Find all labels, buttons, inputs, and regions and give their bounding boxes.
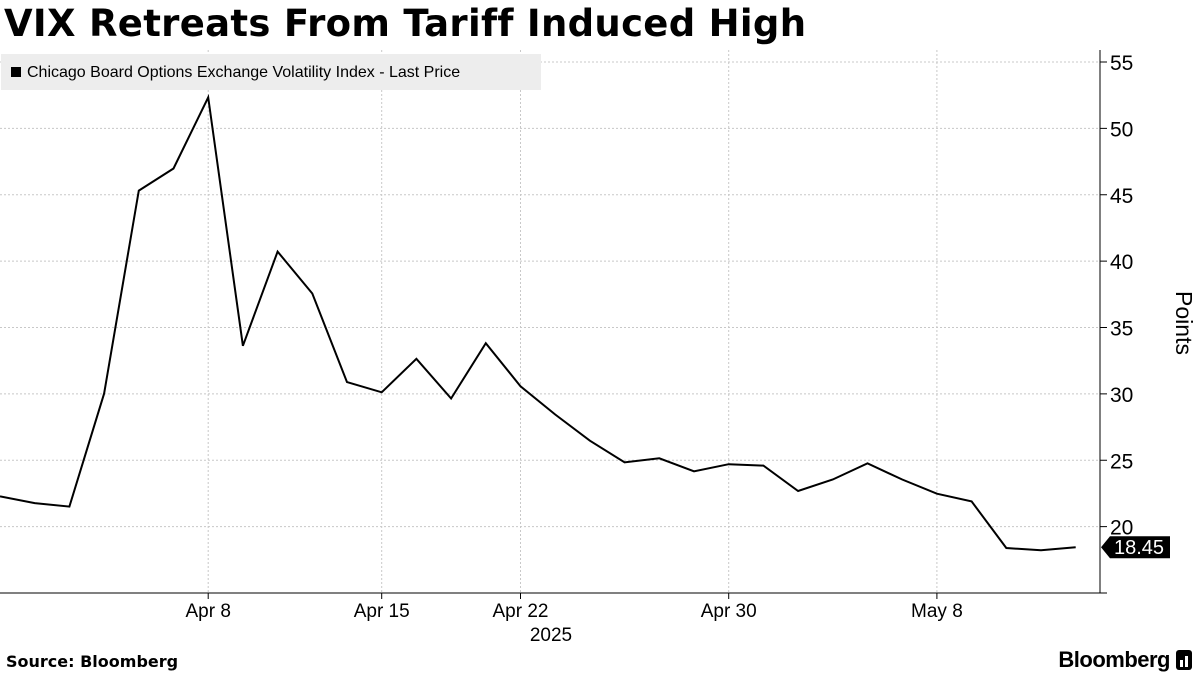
x-tick-label: May 8 <box>911 601 963 622</box>
y-tick-label: 50 <box>1110 118 1133 141</box>
y-tick-label: 35 <box>1110 318 1133 341</box>
grid-lines <box>0 50 1100 593</box>
series <box>0 94 1076 552</box>
bloomberg-logo: Bloomberg <box>1058 647 1192 673</box>
source-note: Source: Bloomberg <box>6 652 179 671</box>
y-tick-label: 25 <box>1110 450 1133 473</box>
chart-title: VIX Retreats From Tariff Induced High <box>4 2 807 45</box>
y-tick-label: 45 <box>1110 185 1133 208</box>
brand-text: Bloomberg <box>1058 647 1170 672</box>
y-tick-label: 30 <box>1110 384 1133 407</box>
y-axis-label: Points <box>1171 291 1197 355</box>
legend-background <box>1 54 541 90</box>
y-tick-label: 40 <box>1110 251 1133 274</box>
x-axis-year-label: 2025 <box>530 625 572 646</box>
x-tick-label: Apr 22 <box>493 601 549 622</box>
x-tick-label: Apr 30 <box>701 601 757 622</box>
legend: Chicago Board Options Exchange Volatilit… <box>1 54 541 90</box>
y-tick-label: 55 <box>1110 52 1133 75</box>
bloomberg-terminal-icon <box>1176 650 1192 670</box>
legend-swatch <box>11 67 21 77</box>
x-tick-label: Apr 8 <box>185 601 230 622</box>
last-value-marker <box>1101 536 1170 559</box>
legend-label: Chicago Board Options Exchange Volatilit… <box>27 64 460 81</box>
last-value-label: 18.45 <box>1114 537 1164 559</box>
vix-series-line <box>0 94 1076 552</box>
y-tick-label: 20 <box>1110 517 1133 540</box>
last-value-label-group: 18.45 <box>1101 536 1170 559</box>
x-tick-label: Apr 15 <box>354 601 410 622</box>
axes: 20 25 30 35 40 45 50 55 Apr 8 Apr 15 Apr 22 Apr 30 M… <box>0 50 1133 622</box>
